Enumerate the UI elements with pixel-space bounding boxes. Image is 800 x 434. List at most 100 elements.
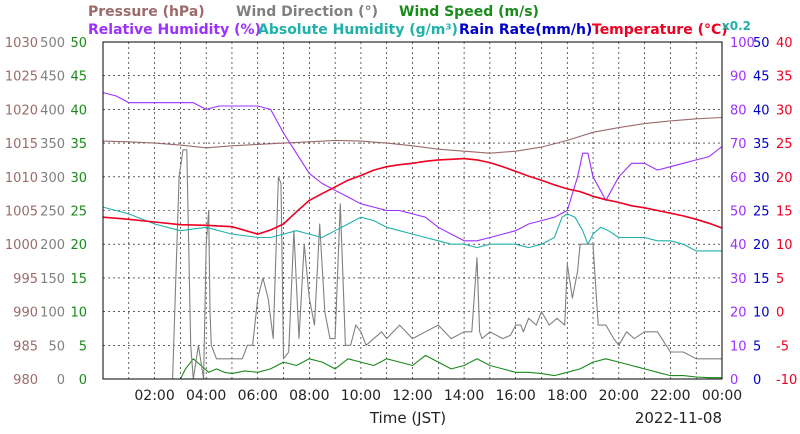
y-tick-label-wind-speed: 40 [70, 103, 87, 118]
y-tick-label-pressure: 1030 [5, 36, 38, 51]
x-tick-label: 00:00 [702, 388, 742, 404]
y-tick-label-relative-humidity: 40 [730, 238, 747, 253]
y-tick-label-rain-rate: 40 [753, 103, 770, 118]
plot-frame [102, 41, 723, 380]
series-line-wind-speed-m-s [103, 354, 722, 380]
legend-row-2: Relative Humidity (%) Absolute Humidity … [88, 19, 751, 38]
y-tick-label-temperature: 25 [776, 137, 793, 152]
legend-wind-speed: Wind Speed (m/s) [399, 4, 539, 20]
y-tick-label-wind-speed: 15 [70, 272, 87, 287]
legend-wind-direction: Wind Direction (°) [236, 4, 378, 20]
y-tick-label-wind-speed: 0 [79, 373, 87, 388]
y-tick-label-rain-rate: 30 [753, 171, 770, 186]
y-tick-label-wind-speed: 25 [70, 205, 87, 220]
legend-note: x0.2 [722, 19, 751, 33]
legend-pressure: Pressure (hPa) [88, 4, 205, 20]
y-tick-label-pressure: 1015 [5, 137, 38, 152]
y-tick-label-relative-humidity: 70 [730, 137, 747, 152]
y-tick-label-temperature: 0 [776, 306, 784, 321]
y-tick-label-wind-speed: 10 [70, 306, 87, 321]
legend-absolute-humidity: Absolute Humidity (g/m³) [258, 22, 458, 38]
y-tick-label-rain-rate: 15 [753, 272, 770, 287]
y-tick-label-temperature: -5 [776, 339, 789, 354]
x-tick-label: 20:00 [599, 388, 639, 404]
y-tick-label-pressure: 1025 [5, 70, 38, 85]
x-tick-label: 14:00 [444, 388, 484, 404]
y-tick-label-wind-direction: 500 [40, 36, 65, 51]
x-tick-label: 10:00 [341, 388, 381, 404]
legend-rain-rate: Rain Rate(mm/h) [459, 22, 592, 38]
y-tick-label-wind-direction: 200 [40, 238, 65, 253]
y-tick-label-relative-humidity: 30 [730, 272, 747, 287]
y-tick-label-temperature: 20 [776, 171, 793, 186]
series-line-wind-direction [103, 149, 722, 380]
axis-labels: 1030102510201015101010051000995990985980… [5, 36, 797, 404]
y-tick-label-rain-rate: 45 [753, 70, 770, 85]
y-tick-label-rain-rate: 35 [753, 137, 770, 152]
y-tick-label-rain-rate: 20 [753, 238, 770, 253]
y-tick-label-rain-rate: 25 [753, 205, 770, 220]
y-tick-label-rain-rate: 0 [753, 373, 761, 388]
y-tick-label-temperature: 40 [776, 36, 793, 51]
y-tick-label-wind-direction: 300 [40, 171, 65, 186]
y-tick-label-wind-speed: 35 [70, 137, 87, 152]
y-tick-label-relative-humidity: 60 [730, 171, 747, 186]
legend-temperature: Temperature (°C) [592, 22, 728, 38]
y-tick-label-rain-rate: 50 [753, 36, 770, 51]
x-tick-label: 06:00 [238, 388, 278, 404]
y-tick-label-rain-rate: 5 [753, 339, 761, 354]
x-tick-label: 02:00 [134, 388, 174, 404]
y-tick-label-pressure: 985 [13, 339, 38, 354]
y-tick-label-rain-rate: 10 [753, 306, 770, 321]
y-tick-label-temperature: 30 [776, 103, 793, 118]
y-tick-label-temperature: -10 [776, 373, 797, 388]
y-tick-label-temperature: 35 [776, 70, 793, 85]
legend-row-1: Pressure (hPa) Wind Direction (°) Wind S… [88, 4, 539, 20]
y-tick-label-pressure: 995 [13, 272, 38, 287]
x-tick-label: 22:00 [650, 388, 690, 404]
y-tick-label-pressure: 1005 [5, 205, 38, 220]
y-tick-label-wind-direction: 50 [48, 339, 65, 354]
legend-relative-humidity: Relative Humidity (%) [88, 22, 261, 38]
y-tick-label-wind-speed: 20 [70, 238, 87, 253]
y-tick-label-relative-humidity: 50 [730, 205, 747, 220]
y-tick-label-relative-humidity: 80 [730, 103, 747, 118]
x-tick-label: 08:00 [289, 388, 329, 404]
y-tick-label-wind-direction: 400 [40, 103, 65, 118]
y-tick-label-relative-humidity: 10 [730, 339, 747, 354]
y-tick-label-relative-humidity: 0 [730, 373, 738, 388]
x-tick-label: 12:00 [392, 388, 432, 404]
y-tick-label-relative-humidity: 90 [730, 70, 747, 85]
y-tick-label-wind-speed: 50 [70, 36, 87, 51]
y-tick-label-wind-direction: 100 [40, 306, 65, 321]
y-tick-label-temperature: 15 [776, 205, 793, 220]
y-tick-label-wind-direction: 150 [40, 272, 65, 287]
series-line-absolute-humidity-g-m [102, 206, 722, 252]
y-tick-label-wind-direction: 250 [40, 205, 65, 220]
y-tick-label-wind-direction: 0 [57, 373, 65, 388]
y-tick-label-pressure: 1020 [5, 103, 38, 118]
y-tick-label-pressure: 990 [13, 306, 38, 321]
series-line-relative-humidity [102, 92, 723, 242]
y-tick-label-temperature: 10 [776, 238, 793, 253]
y-tick-label-relative-humidity: 100 [730, 36, 755, 51]
y-tick-label-wind-speed: 45 [70, 70, 87, 85]
y-tick-label-pressure: 1010 [5, 171, 38, 186]
x-tick-label: 04:00 [186, 388, 226, 404]
series-line-pressure-hpa [102, 116, 723, 154]
y-tick-label-wind-speed: 5 [79, 339, 87, 354]
y-tick-label-wind-speed: 30 [70, 171, 87, 186]
y-tick-label-pressure: 980 [13, 373, 38, 388]
x-axis-label: Time (JST) [369, 409, 446, 427]
y-tick-label-wind-direction: 350 [40, 137, 65, 152]
x-tick-label: 16:00 [495, 388, 535, 404]
y-tick-label-wind-direction: 450 [40, 70, 65, 85]
series-line-temperature-c [102, 157, 723, 235]
x-tick-label: 18:00 [547, 388, 587, 404]
y-tick-label-relative-humidity: 20 [730, 306, 747, 321]
y-tick-label-pressure: 1000 [5, 238, 38, 253]
y-tick-label-temperature: 5 [776, 272, 784, 287]
chart-date: 2022-11-08 [635, 409, 722, 427]
